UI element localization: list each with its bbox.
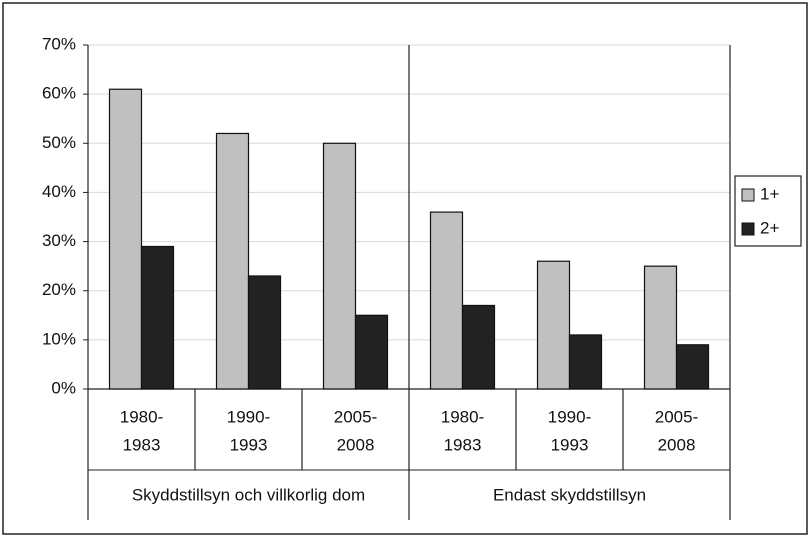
group-label: Endast skyddstillsyn: [493, 485, 646, 504]
y-tick-label: 40%: [42, 182, 76, 201]
x-tick-label: 2005-: [655, 407, 698, 426]
y-tick-label: 0%: [51, 378, 76, 397]
legend-label: 2+: [760, 218, 779, 237]
y-tick-label: 30%: [42, 231, 76, 250]
bar: [247, 275, 282, 390]
y-tick-label: 70%: [42, 34, 76, 53]
x-tick-label: 1990-: [548, 407, 591, 426]
x-tick-label: 1980-: [120, 407, 163, 426]
x-tick-label: 1993: [551, 435, 589, 454]
x-tick-label: 1983: [444, 435, 482, 454]
x-tick-label: 1980-: [441, 407, 484, 426]
x-tick-label: 2008: [337, 435, 375, 454]
y-tick-label: 50%: [42, 133, 76, 152]
y-tick-label: 10%: [42, 329, 76, 348]
legend-label: 1+: [760, 184, 779, 203]
x-tick-label: 2008: [658, 435, 696, 454]
legend-swatch: [741, 222, 755, 236]
y-tick-label: 20%: [42, 280, 76, 299]
bar: [108, 88, 143, 390]
legend-swatch: [741, 188, 755, 202]
x-tick-label: 1990-: [227, 407, 270, 426]
bar: [322, 142, 357, 390]
x-tick-label: 1983: [123, 435, 161, 454]
bar: [643, 265, 678, 390]
group-label: Skyddstillsyn och villkorlig dom: [132, 485, 365, 504]
x-tick-label: 2005-: [334, 407, 377, 426]
bar: [354, 314, 389, 390]
y-tick-label: 60%: [42, 84, 76, 103]
bar: [215, 132, 250, 390]
bar: [429, 211, 464, 390]
x-tick-label: 1993: [230, 435, 268, 454]
bar: [536, 260, 571, 390]
bar: [461, 304, 496, 390]
bar: [675, 344, 710, 390]
bar: [568, 334, 603, 390]
bar: [140, 245, 175, 390]
